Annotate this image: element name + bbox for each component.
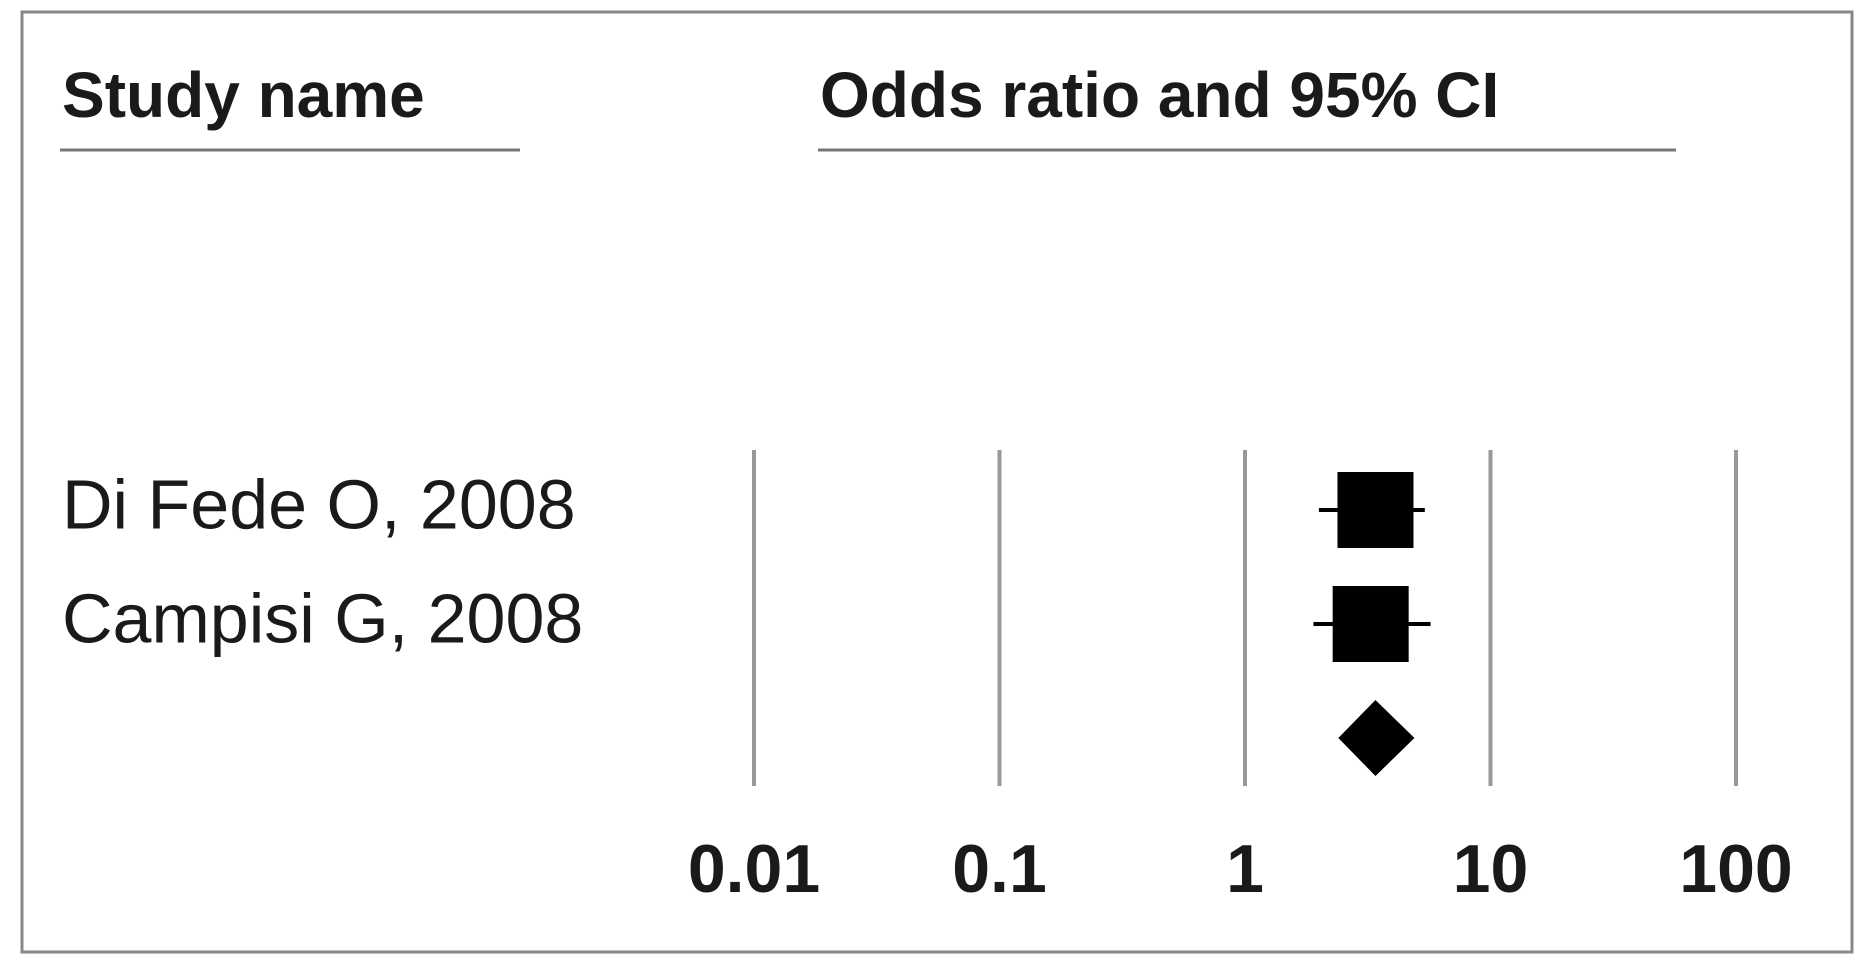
x-tick-label: 100: [1679, 831, 1792, 907]
study-label: Di Fede O, 2008: [62, 465, 576, 543]
column-header: Study name: [62, 59, 425, 131]
pooled-diamond: [1338, 700, 1415, 776]
point-estimate: [1337, 472, 1414, 548]
frame: [20, 10, 1854, 954]
x-tick-label: 0.01: [688, 831, 820, 907]
column-header: Odds ratio and 95% CI: [820, 59, 1499, 131]
point-estimate: [1332, 586, 1409, 662]
x-tick-label: 0.1: [952, 831, 1047, 907]
x-tick-label: 1: [1226, 831, 1264, 907]
x-tick-label: 10: [1453, 831, 1529, 907]
study-label: Campisi G, 2008: [62, 579, 583, 657]
